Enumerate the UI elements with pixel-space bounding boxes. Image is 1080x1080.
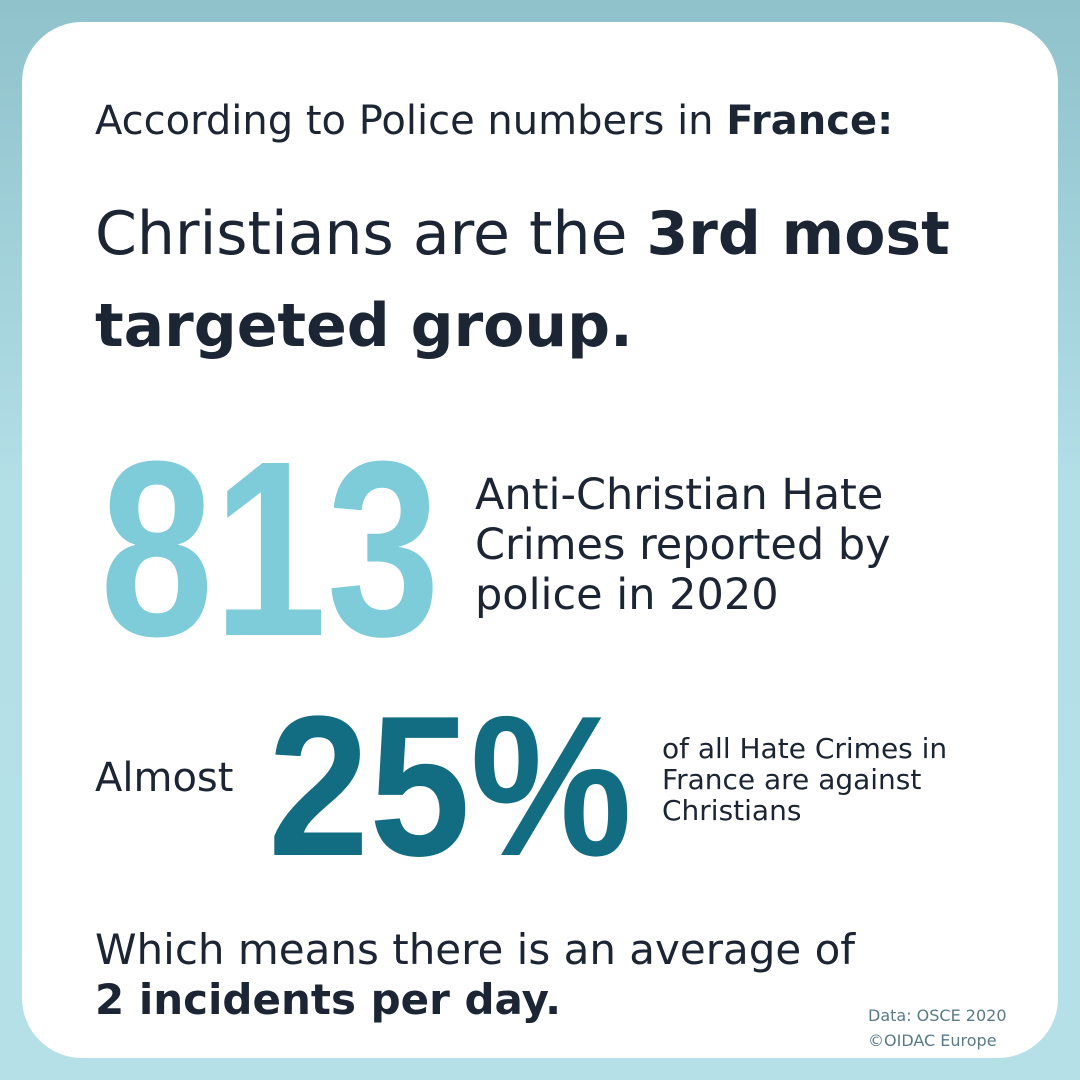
- intro-emphasis: France:: [726, 98, 894, 144]
- stat-lead: Almost: [95, 755, 234, 801]
- conclusion: Which means there is an average of 2 inc…: [95, 925, 875, 1025]
- big-number: 813: [100, 409, 440, 688]
- conclusion-text: Which means there is an average of: [95, 925, 856, 974]
- stat-description: Anti-Christian Hate Crimes reported by p…: [475, 470, 891, 620]
- source-credit: ©OIDAC Europe: [868, 1031, 997, 1050]
- card: [22, 22, 1058, 1058]
- conclusion-emphasis: 2 incidents per day.: [95, 975, 562, 1024]
- stat-description: of all Hate Crimes in France are against…: [662, 732, 948, 827]
- intro: According to Police numbers in France:: [95, 98, 893, 144]
- source: Data: OSCE 2020 ©OIDAC Europe: [868, 1003, 1007, 1053]
- stat-number-1: 813: [100, 409, 440, 688]
- headline: Christians are the 3rd most targeted gro…: [95, 188, 1025, 372]
- big-number: 25%: [268, 675, 632, 898]
- stat-number-2: 25%: [268, 675, 632, 898]
- headline-emphasis: 3rd most targeted group.: [95, 199, 950, 361]
- source-data: Data: OSCE 2020: [868, 1006, 1007, 1025]
- intro-text: According to Police numbers in: [95, 98, 714, 144]
- headline-text: Christians are the: [95, 199, 628, 269]
